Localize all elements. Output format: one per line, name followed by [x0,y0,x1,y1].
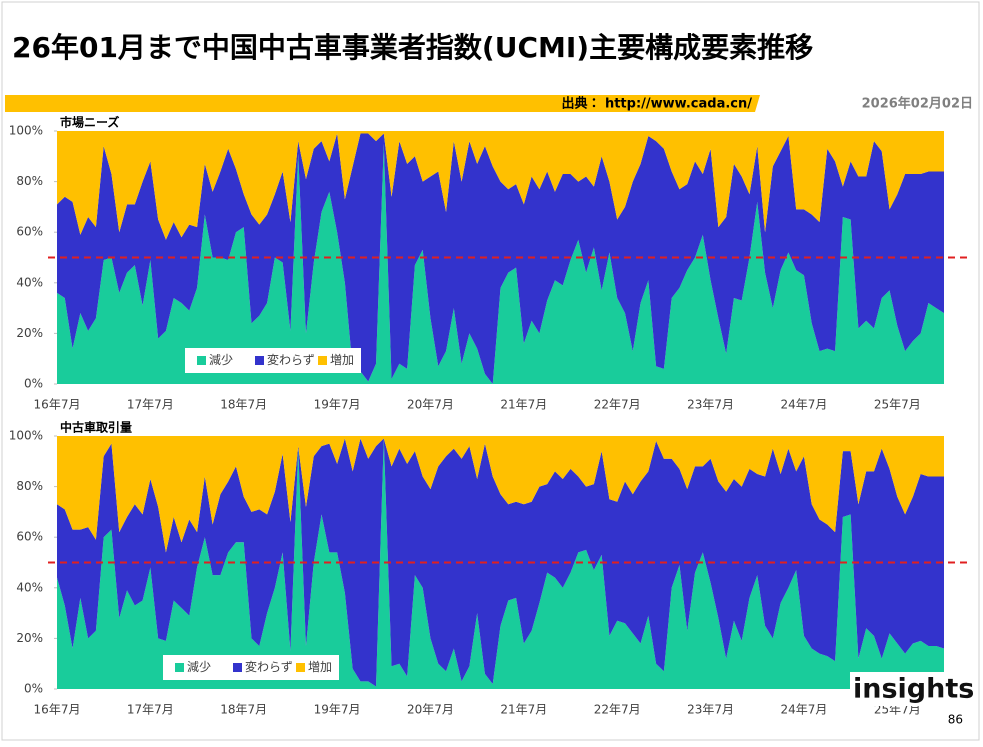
x-tick-label: 25年7月 [874,398,921,412]
y-tick-label: 0% [24,377,43,391]
legend-swatch [197,356,206,365]
area-series [57,133,944,384]
area-series [57,131,944,240]
legend-swatch [233,663,242,672]
x-tick-label: 20年7月 [407,703,454,717]
x-tick-label: 17年7月 [127,703,174,717]
area-series [57,438,944,689]
x-tick-label: 21年7月 [500,703,547,717]
y-tick-label: 100% [9,429,43,443]
legend-swatch [296,663,305,672]
y-tick-label: 60% [16,225,43,239]
y-tick-label: 20% [16,631,43,645]
date: 2026年02月02日 [862,96,973,112]
x-tick-label: 22年7月 [594,398,641,412]
y-tick-label: 100% [9,124,43,138]
y-tick-label: 20% [16,326,43,340]
x-tick-label: 16年7月 [34,703,81,717]
legend-label: 変わらず [245,659,293,674]
x-tick-label: 17年7月 [127,398,174,412]
y-tick-label: 80% [16,174,43,188]
page-title: 26年01月まで中国中古車事業者指数(UCMI)主要構成要素推移 [12,31,813,64]
area-series [57,438,944,687]
x-tick-label: 23年7月 [687,703,734,717]
y-tick-label: 80% [16,479,43,493]
x-tick-label: 16年7月 [34,398,81,412]
area-series [57,436,944,553]
logo: insights [853,674,974,705]
x-tick-label: 23年7月 [687,398,734,412]
legend-label: 減少 [187,659,211,674]
page-number: 86 [948,713,963,727]
x-tick-label: 19年7月 [314,398,361,412]
legend-swatch [255,356,264,365]
legend-swatch [318,356,327,365]
legend-box [163,655,339,680]
x-tick-label: 24年7月 [780,398,827,412]
chart-title: 市場ニーズ [60,115,119,130]
x-tick-label: 21年7月 [500,398,547,412]
y-tick-label: 40% [16,275,43,289]
y-tick-label: 0% [24,682,43,696]
area-series [57,143,944,384]
legend-label: 変わらず [267,352,315,367]
legend-label: 減少 [209,352,233,367]
legend-label: 増加 [330,353,354,367]
source-bar [5,95,760,112]
x-tick-label: 18年7月 [220,398,267,412]
legend-label: 増加 [308,660,332,674]
chart-title: 中古車取引量 [60,420,132,435]
y-tick-label: 40% [16,580,43,594]
source: 出典： http://www.cada.cn/ [561,96,752,112]
legend-swatch [175,663,184,672]
logo-bg [850,672,970,706]
x-tick-label: 22年7月 [594,703,641,717]
x-tick-label: 19年7月 [314,703,361,717]
legend-box [185,348,361,373]
x-tick-label: 24年7月 [780,703,827,717]
x-tick-label: 18年7月 [220,703,267,717]
x-tick-label: 20年7月 [407,398,454,412]
y-tick-label: 60% [16,530,43,544]
charts: 0% 20% 40% 60% 80% 100% 16年7月 17年7月 18年7月 19年7月 20… [9,115,970,717]
